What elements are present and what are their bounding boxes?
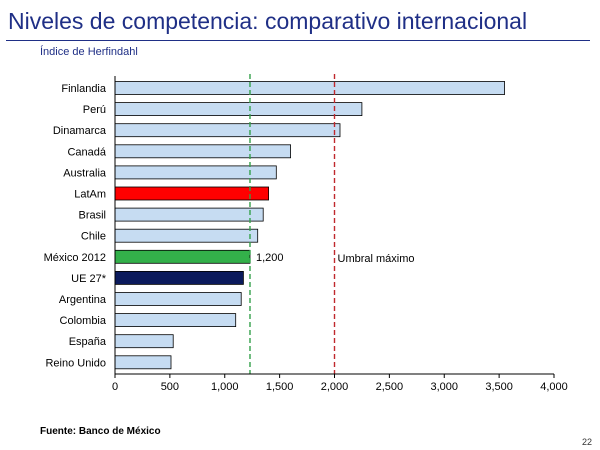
category-label: Argentina [59,294,107,306]
x-tick-label: 0 [112,381,118,393]
slide-title: Niveles de competencia: comparativo inte… [8,8,528,34]
category-label: Reino Unido [45,357,106,369]
bar-12 [114,334,174,349]
bar-3 [114,144,292,159]
category-label: Canadá [67,146,106,158]
x-tick-label: 1,000 [211,381,239,393]
chart-subtitle: Índice de Herfindahl [40,46,138,58]
source-note: Fuente: Banco de México [40,426,161,437]
category-label: Dinamarca [53,125,107,137]
reference-label: 1,200 [256,252,284,264]
reference-label: Umbral máximo [338,253,415,265]
x-tick-label: 2,000 [321,381,349,393]
bar-8 [114,249,251,264]
bar-10 [114,292,242,306]
x-tick-label: 3,000 [430,381,458,393]
x-tick-label: 500 [161,381,179,393]
category-label: Chile [81,231,106,243]
category-label: UE 27* [71,273,107,285]
category-label: Colombia [60,315,107,327]
x-tick-label: 3,500 [485,381,513,393]
x-tick-label: 4,000 [540,381,568,393]
x-tick-label: 2,500 [376,381,404,393]
category-label: LatAm [74,189,106,201]
bar-5 [114,186,270,201]
bar-0 [114,81,506,95]
category-label: Finlandia [61,83,107,95]
bar-2 [114,123,341,138]
bar-6 [114,207,264,222]
bar-chart: Finlandia Perú Dinamarca Canadá Australia Lat… [44,74,568,393]
bar-1 [114,102,363,116]
category-label: Australia [63,167,107,179]
bar-11 [114,313,237,328]
page-number: 22 [581,437,592,447]
bar-9 [114,270,244,285]
category-label: Perú [83,104,106,116]
bar-7 [114,228,259,243]
category-label: Brasil [78,210,106,222]
x-tick-label: 1,500 [266,381,294,393]
category-label: España [69,336,107,348]
bar-13 [114,355,172,370]
category-label: México 2012 [44,252,106,264]
title-divider [6,40,590,41]
bar-4 [114,165,277,180]
